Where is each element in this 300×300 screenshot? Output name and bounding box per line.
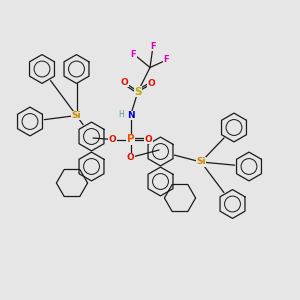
Text: F: F — [131, 50, 136, 58]
Text: Si: Si — [72, 111, 81, 120]
Text: F: F — [164, 56, 169, 64]
Text: S: S — [134, 86, 142, 97]
Text: H: H — [118, 110, 124, 119]
Text: P: P — [127, 134, 134, 145]
Text: Si: Si — [196, 158, 206, 166]
Text: F: F — [150, 42, 156, 51]
Text: O: O — [148, 80, 155, 88]
Text: O: O — [109, 135, 116, 144]
Text: O: O — [145, 135, 152, 144]
Text: O: O — [127, 153, 134, 162]
Text: O: O — [121, 78, 128, 87]
Text: N: N — [127, 111, 134, 120]
